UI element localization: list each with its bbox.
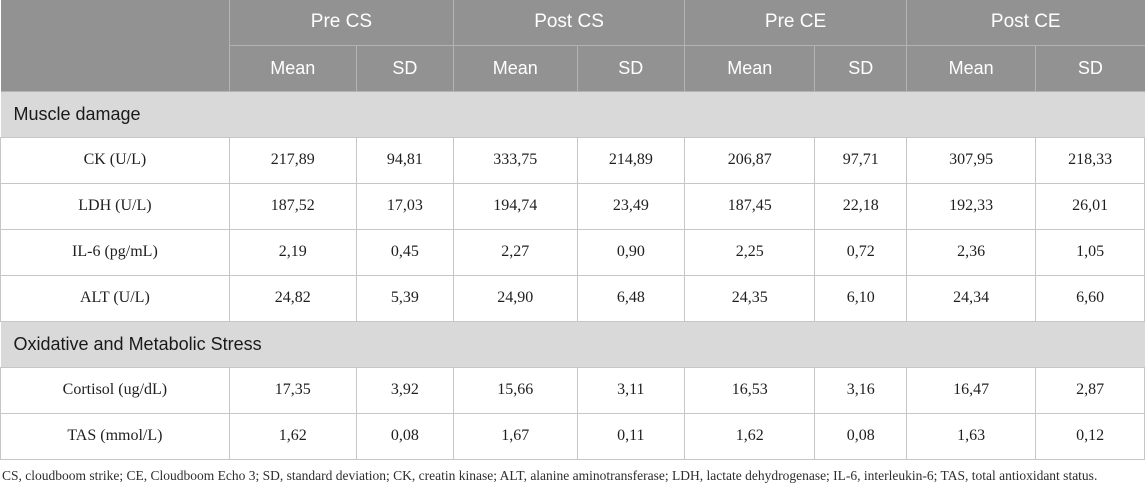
data-row-cortisol-ug-dl-: Cortisol (ug/dL) 17,35 3,92 15,66 3,11 16,53 3… xyxy=(0,366,1145,414)
value-cell: 206,87 xyxy=(684,136,816,184)
group-header-post-cs: Post CS xyxy=(452,0,686,46)
data-row-ldh-u-l-: LDH (U/L) 187,52 17,03 194,74 23,49 187,45 22,… xyxy=(0,182,1145,230)
value-cell: 1,63 xyxy=(905,412,1037,460)
value-cell: 333,75 xyxy=(453,136,578,184)
value-cell: 24,34 xyxy=(905,274,1037,322)
value-cell: 24,90 xyxy=(453,274,578,322)
value-cell: 0,90 xyxy=(576,228,686,276)
value-cell: 1,05 xyxy=(1035,228,1145,276)
value-cell: 24,35 xyxy=(684,274,816,322)
value-cell: 214,89 xyxy=(576,136,686,184)
table-footnote: CS, cloudboom strike; CE, Cloudboom Echo… xyxy=(2,467,1098,483)
subheader-row: Mean SD Mean SD Mean SD Mean SD xyxy=(1,45,1145,92)
value-cell: 23,49 xyxy=(576,182,686,230)
value-cell: 1,67 xyxy=(453,412,578,460)
value-cell: 1,62 xyxy=(228,412,357,460)
value-cell: 217,89 xyxy=(228,136,357,184)
group-header-pre-ce: Pre CE xyxy=(684,0,907,46)
value-cell: 194,74 xyxy=(453,182,578,230)
value-cell: 24,82 xyxy=(228,274,357,322)
data-row-il-6-pg-ml-: IL-6 (pg/mL) 2,19 0,45 2,27 0,90 2,25 0,72 2,36… xyxy=(0,228,1145,276)
group-header-row: Pre CS Post CS Pre CE Post CE xyxy=(0,0,1145,92)
table-body: Muscle damage CK (U/L) 217,89 94,81 333,75 21… xyxy=(0,91,1145,460)
value-cell: 16,53 xyxy=(684,366,816,414)
row-label: ALT (U/L) xyxy=(0,274,230,322)
data-row-tas-mmol-l-: TAS (mmol/L) 1,62 0,08 1,67 0,11 1,62 0,08 1,63… xyxy=(0,412,1145,460)
value-cell: 2,87 xyxy=(1035,366,1145,414)
table-header: Pre CS Post CS Pre CE Post CE Mean SD Mean SD M… xyxy=(0,0,1145,92)
value-cell: 0,08 xyxy=(814,412,907,460)
value-cell: 22,18 xyxy=(814,182,907,230)
value-cell: 307,95 xyxy=(905,136,1037,184)
row-label: CK (U/L) xyxy=(0,136,230,184)
value-cell: 17,35 xyxy=(228,366,357,414)
subheader-sd-post-cs: SD xyxy=(576,45,686,92)
subheader-mean-pre-ce: Mean xyxy=(684,45,816,92)
row-label: Cortisol (ug/dL) xyxy=(0,366,230,414)
value-cell: 2,36 xyxy=(905,228,1037,276)
section-row-oxidative-and-metabolic-stress: Oxidative and Metabolic Stress xyxy=(0,321,1145,367)
value-cell: 6,10 xyxy=(814,274,907,322)
value-cell: 16,47 xyxy=(905,366,1037,414)
row-label: TAS (mmol/L) xyxy=(0,412,230,460)
corner-cell xyxy=(0,0,230,92)
subheader-sd-post-ce: SD xyxy=(1035,45,1145,92)
row-label: LDH (U/L) xyxy=(0,182,230,230)
value-cell: 187,45 xyxy=(684,182,816,230)
value-cell: 0,11 xyxy=(576,412,686,460)
value-cell: 6,60 xyxy=(1035,274,1145,322)
subheader-sd-pre-ce: SD xyxy=(814,45,907,92)
value-cell: 2,19 xyxy=(228,228,357,276)
value-cell: 97,71 xyxy=(814,136,907,184)
value-cell: 2,25 xyxy=(684,228,816,276)
value-cell: 0,08 xyxy=(355,412,455,460)
value-cell: 5,39 xyxy=(355,274,455,322)
value-cell: 15,66 xyxy=(453,366,578,414)
value-cell: 0,45 xyxy=(355,228,455,276)
value-cell: 2,27 xyxy=(453,228,578,276)
data-row-alt-u-l-: ALT (U/L) 24,82 5,39 24,90 6,48 24,35 6,10 24,3… xyxy=(0,274,1145,322)
section-title: Oxidative and Metabolic Stress xyxy=(0,321,1145,367)
value-cell: 3,92 xyxy=(355,366,455,414)
group-header-pre-cs: Pre CS xyxy=(228,0,455,46)
value-cell: 1,62 xyxy=(684,412,816,460)
results-table: Pre CS Post CS Pre CE Post CE Mean SD Mean SD M… xyxy=(0,0,1145,460)
value-cell: 3,16 xyxy=(814,366,907,414)
subheader-sd-pre-cs: SD xyxy=(355,45,455,92)
value-cell: 218,33 xyxy=(1035,136,1145,184)
subheader-mean-pre-cs: Mean xyxy=(228,45,357,92)
value-cell: 192,33 xyxy=(905,182,1037,230)
subheader-mean-post-cs: Mean xyxy=(453,45,578,92)
value-cell: 94,81 xyxy=(355,136,455,184)
value-cell: 26,01 xyxy=(1035,182,1145,230)
data-row-ck-u-l-: CK (U/L) 217,89 94,81 333,75 214,89 206,87 97,… xyxy=(0,136,1145,184)
section-title: Muscle damage xyxy=(0,91,1145,137)
value-cell: 3,11 xyxy=(576,366,686,414)
value-cell: 187,52 xyxy=(228,182,357,230)
section-row-muscle-damage: Muscle damage xyxy=(0,91,1145,137)
value-cell: 0,12 xyxy=(1035,412,1145,460)
subheader-mean-post-ce: Mean xyxy=(905,45,1037,92)
value-cell: 17,03 xyxy=(355,182,455,230)
row-label: IL-6 (pg/mL) xyxy=(0,228,230,276)
value-cell: 0,72 xyxy=(814,228,907,276)
group-header-post-ce: Post CE xyxy=(906,0,1145,46)
value-cell: 6,48 xyxy=(576,274,686,322)
